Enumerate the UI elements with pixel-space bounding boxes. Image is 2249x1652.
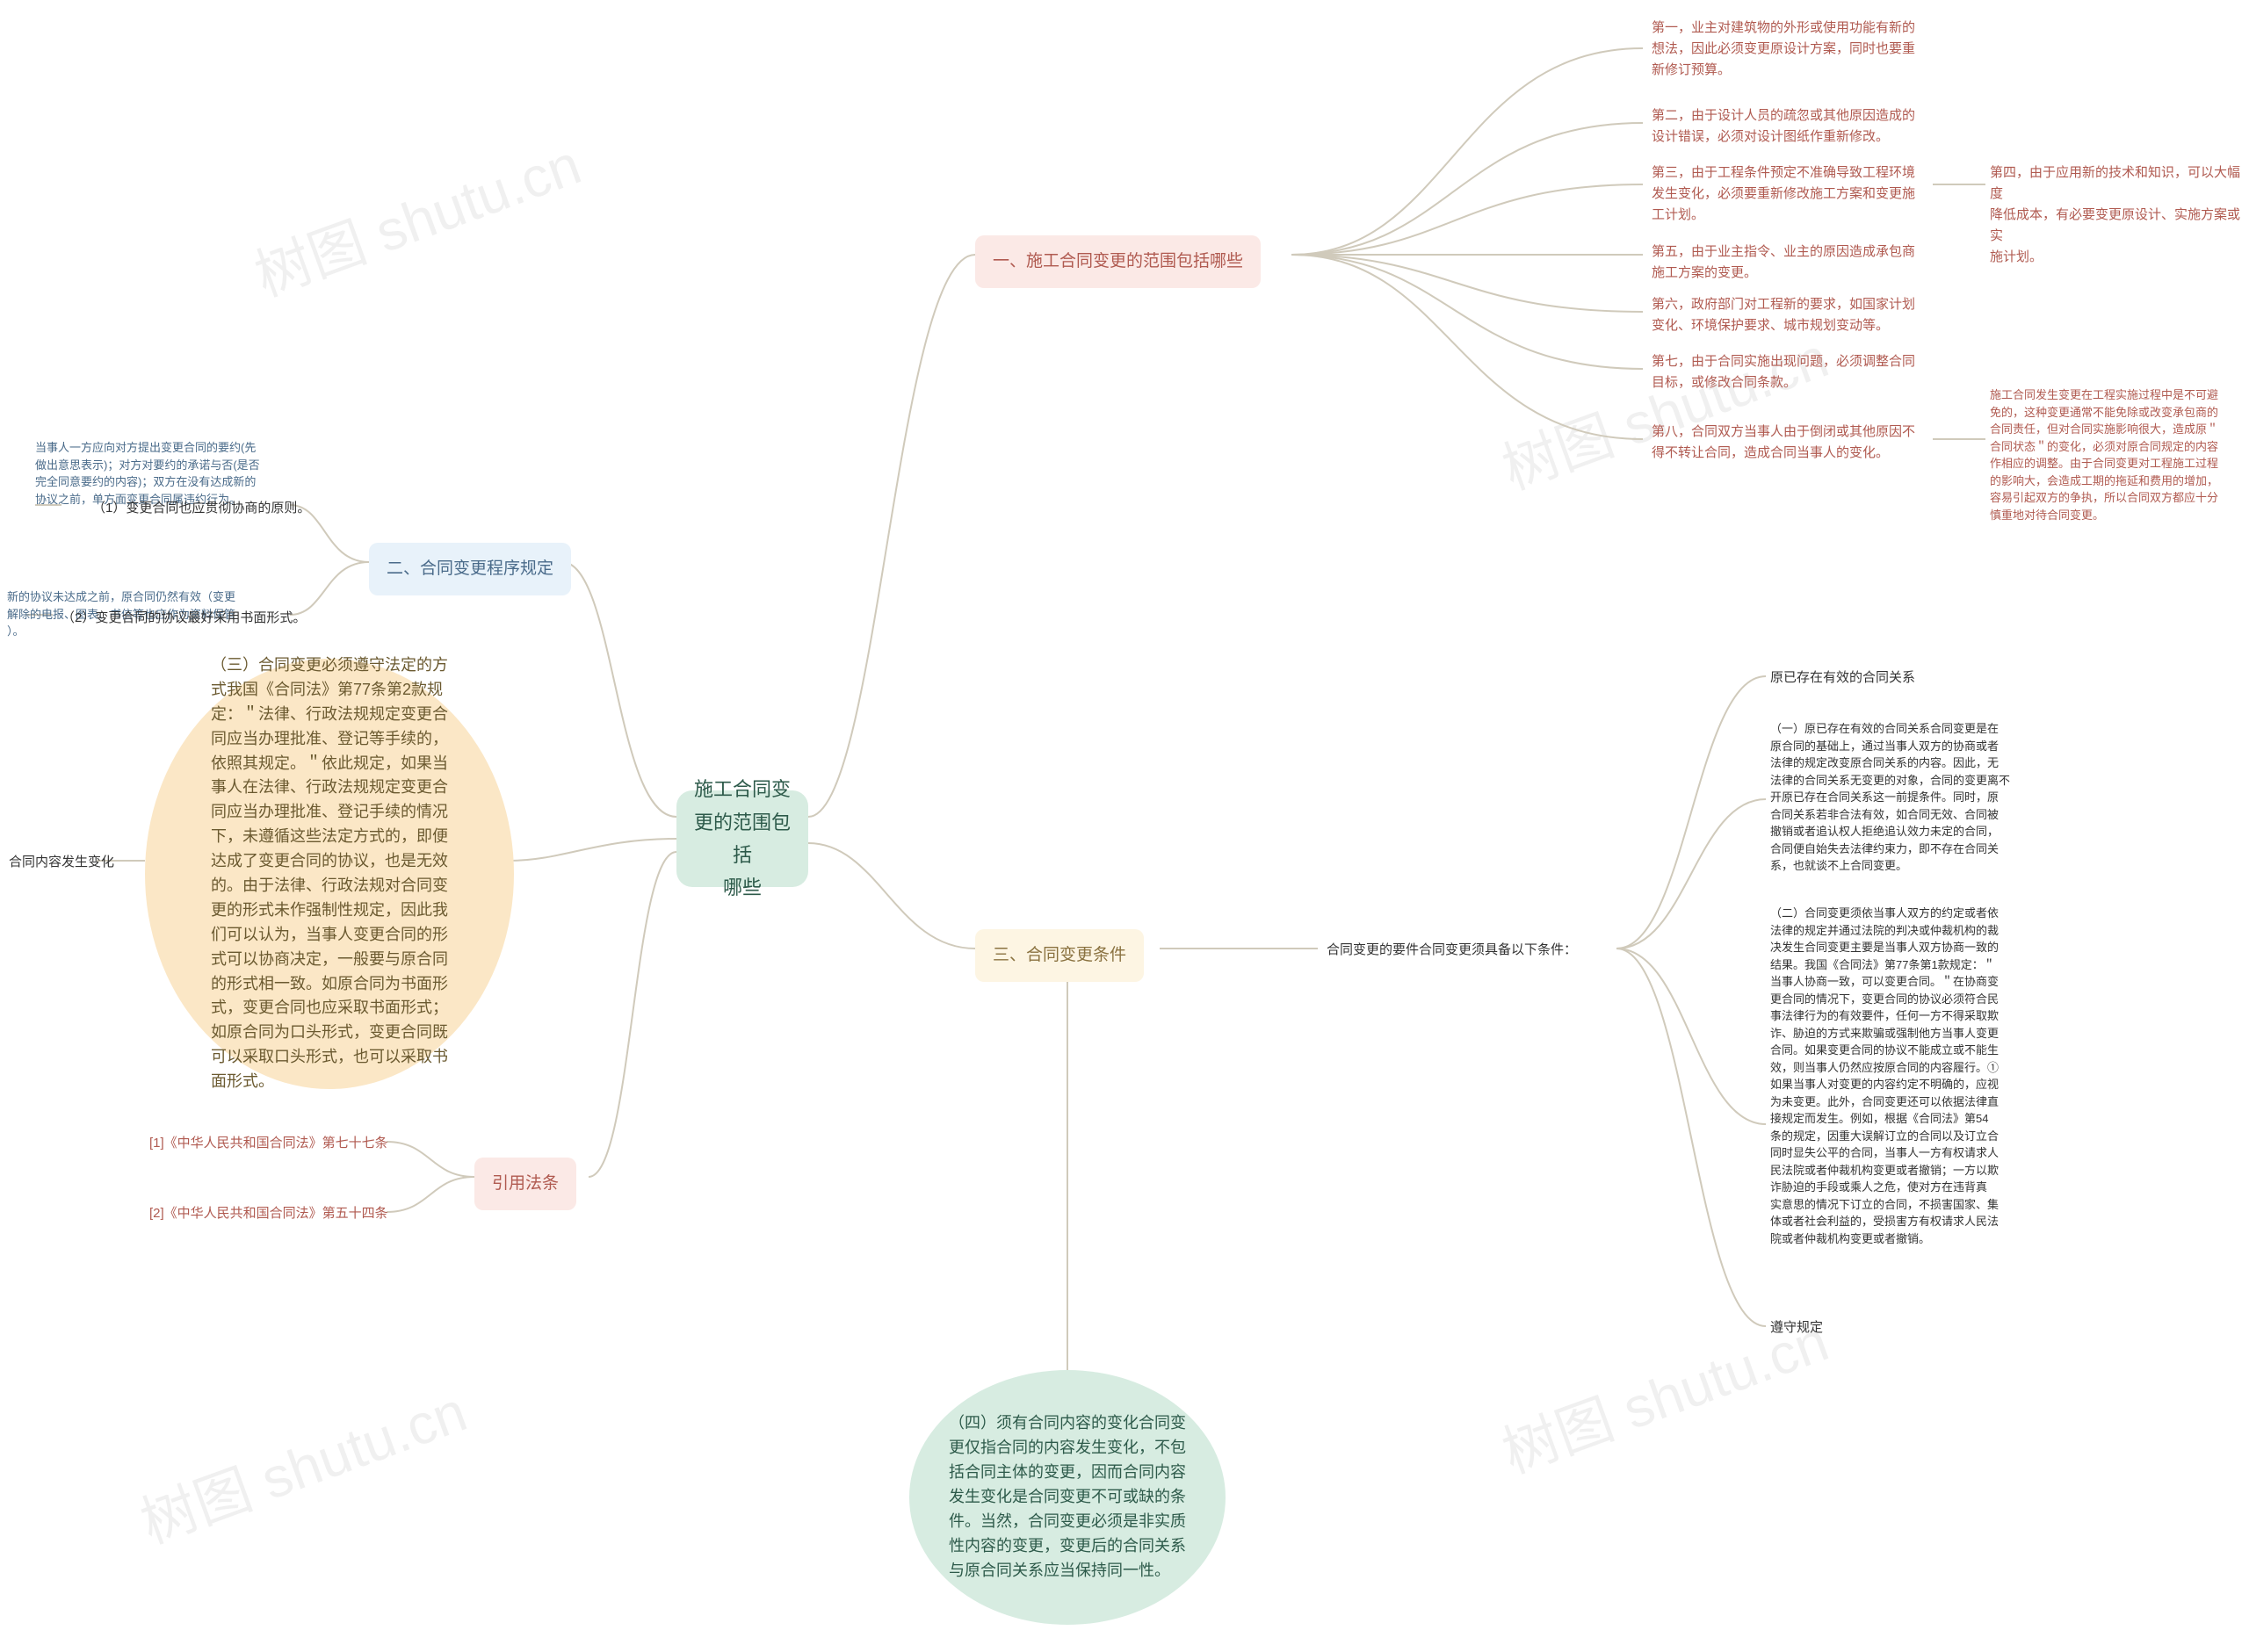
ref-label: 引用法条: [474, 1158, 576, 1210]
section-2-label: 二、合同变更程序规定: [369, 543, 571, 595]
sec3-bignode-leaf: 合同内容发生变化: [9, 852, 114, 873]
sec3-r1: 原已存在有效的合同关系: [1770, 667, 1972, 689]
sec3-sublabel: 合同变更的要件合同变更须具备以下条件：: [1327, 940, 1616, 961]
sec1-item-7: 第七，由于合同实施出现问题，必须调整合同 目标，或修改合同条款。: [1652, 351, 1959, 393]
sec1-item-5: 第五，由于业主指令、业主的原因造成承包商 施工方案的变更。: [1652, 242, 1959, 284]
sec1-item-6: 第六，政府部门对工程新的要求，如国家计划 变化、环境保护要求、城市规划变动等。: [1652, 294, 1959, 336]
section-3-label: 三、合同变更条件: [975, 929, 1144, 982]
sec1-item-4: 第四，由于应用新的技术和知识，可以大幅度 降低成本，有必要变更原设计、实施方案或…: [1990, 162, 2245, 268]
center-node: 施工合同变更的范围包括 哪些: [676, 790, 808, 887]
watermark: 树图 shutu.cn: [1490, 313, 1838, 505]
sec2-mid-1: （1）变更合同也应贯彻协商的原则。: [92, 498, 312, 519]
sec2-mid-2: （2）变更合同的协议最好采用书面形式。: [61, 608, 316, 629]
sec1-item-1: 第一，业主对建筑物的外形或使用功能有新的 想法，因此必须变更原设计方案，同时也要…: [1652, 18, 1959, 81]
watermark: 树图 shutu.cn: [242, 119, 590, 312]
sec3-r3: （二）合同变更须依当事人双方的约定或者依 法律的规定并通过法院的判决或仲裁机构的…: [1770, 905, 2060, 1247]
section-1-label: 一、施工合同变更的范围包括哪些: [975, 235, 1261, 288]
watermark: 树图 shutu.cn: [128, 1367, 476, 1559]
sec1-item-8-note: 施工合同发生变更在工程实施过程中是不可避 免的，这种变更通常不能免除或改变承包商…: [1990, 386, 2245, 523]
sec3-node4: （四）须有合同内容的变化合同变 更仅指合同的内容发生变化，不包 括合同主体的变更…: [909, 1370, 1226, 1625]
ref-item-2: [2]《中华人民共和国合同法》第五十四条: [149, 1203, 395, 1224]
sec1-item-2: 第二，由于设计人员的疏忽或其他原因造成的 设计错误，必须对设计图纸作重新修改。: [1652, 105, 1959, 148]
sec3-r2: （一）原已存在有效的合同关系合同变更是在 原合同的基础上，通过当事人双方的协商或…: [1770, 720, 2060, 875]
sec3-r4: 遵守规定: [1770, 1317, 1876, 1338]
ref-item-1: [1]《中华人民共和国合同法》第七十七条: [149, 1133, 395, 1154]
sec3-bignode: （三）合同变更必须遵守法定的方 式我国《合同法》第77条第2款规 定：＂法律、行…: [145, 659, 514, 1089]
sec1-item-3: 第三，由于工程条件预定不准确导致工程环境 发生变化，必须要重新修改施工方案和变更…: [1652, 162, 1933, 226]
sec1-item-8: 第八，合同双方当事人由于倒闭或其他原因不 得不转让合同，造成合同当事人的变化。: [1652, 422, 1933, 464]
